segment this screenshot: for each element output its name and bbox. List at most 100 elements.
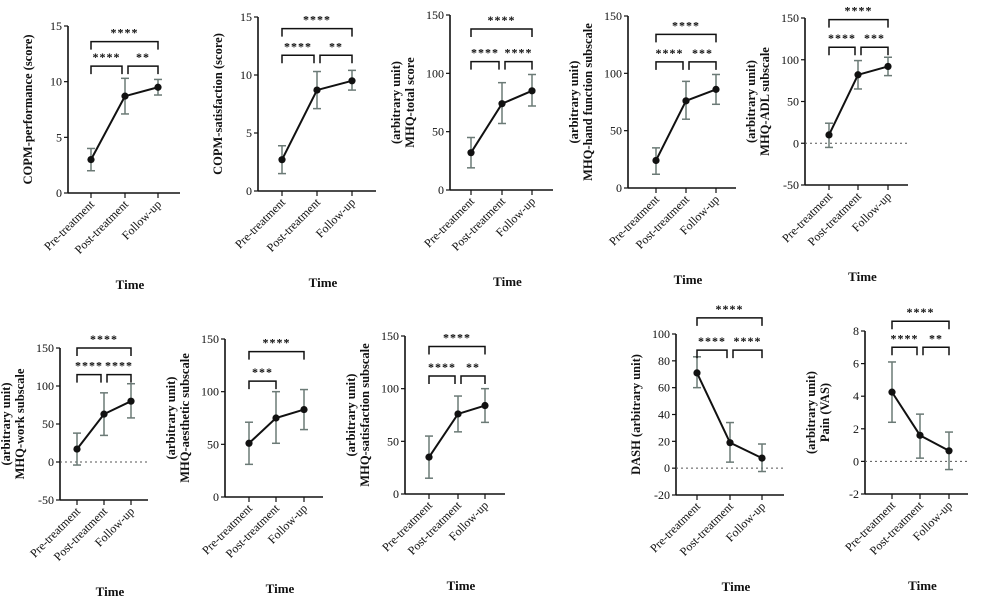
y-tick-label: 0 [48, 455, 54, 469]
significance-label: ** [329, 39, 343, 53]
data-point [652, 156, 660, 165]
data-point [825, 131, 833, 139]
significance-bracket [860, 46, 889, 56]
significance-label: **** [716, 302, 744, 316]
significance-label: **** [303, 13, 331, 27]
significance-label: **** [828, 31, 856, 45]
y-tick-label: 8 [853, 324, 859, 338]
y-axis-label: Pain (VAS) [818, 383, 832, 442]
data-point [481, 401, 489, 410]
x-axis-label: Time [674, 272, 703, 287]
y-axis-label: MHQ-aesthetic subscale [178, 353, 192, 483]
significance-bracket [428, 375, 456, 385]
data-point [888, 388, 896, 396]
panel-10: -202468Pre-treatmentPost-treatmentFollow… [804, 305, 968, 593]
data-point [454, 410, 462, 418]
y-tick-label: 60 [658, 381, 670, 395]
y-tick-label: 150 [604, 9, 622, 23]
significance-label: **** [284, 39, 312, 53]
y-tick-label: 0 [213, 490, 219, 504]
y-tick-label: 100 [652, 327, 670, 341]
y-tick-label: 0 [616, 181, 622, 195]
y-axis-label: (arbitrary unit) [344, 374, 358, 457]
significance-bracket [696, 317, 763, 326]
x-axis-label: Time [309, 275, 338, 290]
data-point [726, 439, 734, 447]
significance-label: **** [90, 332, 118, 346]
data-point [245, 439, 253, 447]
significance-bracket [76, 373, 102, 383]
y-tick-label: 0 [438, 183, 444, 197]
significance-bracket [470, 60, 500, 70]
data-point [758, 454, 766, 462]
significance-label: *** [692, 46, 713, 60]
significance-label: **** [428, 360, 456, 374]
data-point [693, 369, 701, 377]
y-tick-label: -50 [783, 178, 799, 192]
significance-label: **** [845, 4, 873, 18]
significance-bracket [891, 320, 950, 330]
y-tick-label: 5 [246, 126, 252, 140]
x-axis-label: Time [848, 269, 877, 284]
significance-bracket [470, 28, 533, 37]
panel-9: -20020406080100Pre-treatmentPost-treatme… [629, 302, 784, 594]
y-tick-label: 40 [658, 408, 670, 422]
y-tick-label: 100 [604, 66, 622, 80]
significance-label: **** [907, 305, 935, 319]
significance-bracket [504, 60, 533, 70]
significance-label: **** [263, 336, 291, 350]
significance-bracket [828, 46, 856, 56]
y-tick-label: 2 [853, 422, 859, 436]
significance-label: ** [466, 360, 480, 374]
significance-bracket [127, 65, 159, 75]
data-point [854, 71, 862, 79]
data-point [121, 92, 129, 100]
significance-label: **** [505, 46, 533, 60]
y-tick-label: 10 [240, 68, 252, 82]
y-tick-label: 150 [201, 332, 219, 346]
significance-bracket [281, 54, 315, 64]
data-point [127, 397, 135, 405]
y-tick-label: 0 [664, 461, 670, 475]
data-point [528, 87, 536, 95]
y-tick-label: 100 [201, 385, 219, 399]
data-point [682, 97, 690, 105]
y-tick-label: 50 [207, 437, 219, 451]
y-tick-label: -20 [654, 488, 670, 502]
y-tick-label: 6 [853, 357, 859, 371]
y-axis-label: (arbitrary unit) [164, 377, 178, 460]
y-tick-label: 15 [240, 10, 252, 24]
y-axis-label: (arbitrary unit) [389, 61, 403, 144]
data-point [712, 85, 720, 93]
y-tick-label: 4 [853, 389, 859, 403]
significance-bracket [248, 350, 305, 360]
significance-bracket [655, 33, 717, 43]
significance-label: **** [471, 46, 499, 60]
data-point [884, 62, 892, 71]
data-point [498, 100, 506, 108]
significance-bracket [90, 40, 159, 50]
significance-bracket [90, 65, 123, 75]
y-axis-label: COPM-satisfaction (score) [211, 33, 225, 175]
y-tick-label: 50 [42, 417, 54, 431]
panel-3: 050100150Pre-treatmentPost-treatmentFoll… [389, 8, 553, 289]
y-tick-label: -50 [38, 493, 54, 507]
data-point [73, 445, 81, 453]
data-point [313, 86, 321, 94]
y-axis-label: MHQ-work subscale [13, 368, 27, 479]
significance-label: **** [105, 359, 133, 373]
y-tick-label: 100 [426, 66, 444, 80]
y-tick-label: 150 [381, 329, 399, 343]
significance-label: **** [656, 46, 684, 60]
y-axis-label: COPM-performance (score) [21, 34, 35, 184]
panel-1: 051015Pre-treatmentPost-treatmentFollow-… [21, 19, 180, 292]
y-axis-label: (arbitrary unit) [0, 383, 13, 466]
significance-label: **** [443, 331, 471, 345]
y-tick-label: 10 [50, 75, 62, 89]
x-axis-label: Time [908, 578, 937, 593]
y-tick-label: -2 [849, 487, 859, 501]
panel-6: -50050100150Pre-treatmentPost-treatmentF… [0, 332, 148, 599]
y-tick-label: 0 [56, 186, 62, 200]
y-axis-label: MHQ-total score [403, 57, 417, 148]
